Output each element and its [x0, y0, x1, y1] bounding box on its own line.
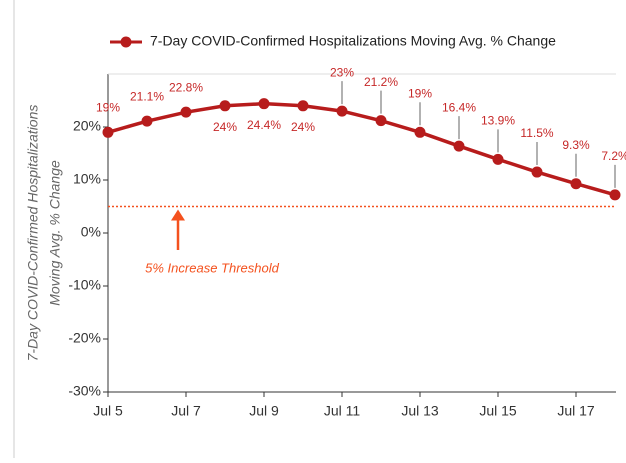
y-axis-label: Moving Avg. % Change — [47, 160, 63, 306]
x-tick-label: Jul 13 — [401, 403, 439, 419]
y-tick-label: 10% — [73, 171, 101, 187]
data-label: 21.1% — [130, 89, 164, 103]
y-tick-label: 0% — [81, 224, 101, 240]
x-tick-label: Jul 5 — [93, 403, 123, 419]
y-tick-label: -20% — [68, 330, 101, 346]
data-point — [492, 153, 504, 165]
data-label: 13.9% — [481, 114, 515, 128]
y-tick-label: -30% — [68, 383, 101, 399]
series-line — [107, 101, 616, 197]
data-point — [180, 106, 192, 118]
data-label: 24% — [213, 120, 237, 134]
data-point — [531, 166, 543, 178]
data-label: 22.8% — [169, 80, 203, 94]
data-point — [336, 105, 348, 117]
data-point — [375, 115, 387, 127]
data-label: 23% — [330, 65, 354, 79]
data-label: 24% — [291, 120, 315, 134]
data-point — [609, 189, 621, 201]
legend-label: 7-Day COVID-Confirmed Hospitalizations M… — [150, 33, 556, 49]
threshold-arrowhead — [171, 209, 185, 221]
data-label: 24.4% — [247, 118, 281, 132]
data-point — [258, 98, 270, 110]
data-label: 19% — [96, 100, 120, 114]
data-point — [219, 100, 231, 112]
data-point — [297, 100, 309, 112]
y-tick-label: 20% — [73, 118, 101, 134]
x-tick-label: Jul 17 — [557, 403, 595, 419]
data-point — [414, 126, 426, 138]
data-point — [570, 178, 582, 190]
data-label: 7.2% — [601, 149, 626, 163]
data-label: 21.2% — [364, 75, 398, 89]
threshold-label: 5% Increase Threshold — [145, 260, 279, 275]
x-tick-label: Jul 9 — [249, 403, 279, 419]
data-point — [141, 115, 153, 127]
data-label: 11.5% — [520, 126, 553, 140]
x-tick-label: Jul 11 — [324, 403, 361, 419]
data-point — [453, 140, 465, 152]
y-axis-label: 7-Day COVID-Confirmed Hospitalizations — [25, 105, 41, 362]
data-label: 9.3% — [562, 138, 590, 152]
x-tick-label: Jul 7 — [171, 403, 201, 419]
data-label: 19% — [408, 86, 432, 100]
y-tick-label: -10% — [68, 277, 101, 293]
x-tick-label: Jul 15 — [479, 403, 517, 419]
data-point — [102, 126, 114, 138]
legend-marker — [120, 36, 132, 48]
data-label: 16.4% — [442, 100, 476, 114]
